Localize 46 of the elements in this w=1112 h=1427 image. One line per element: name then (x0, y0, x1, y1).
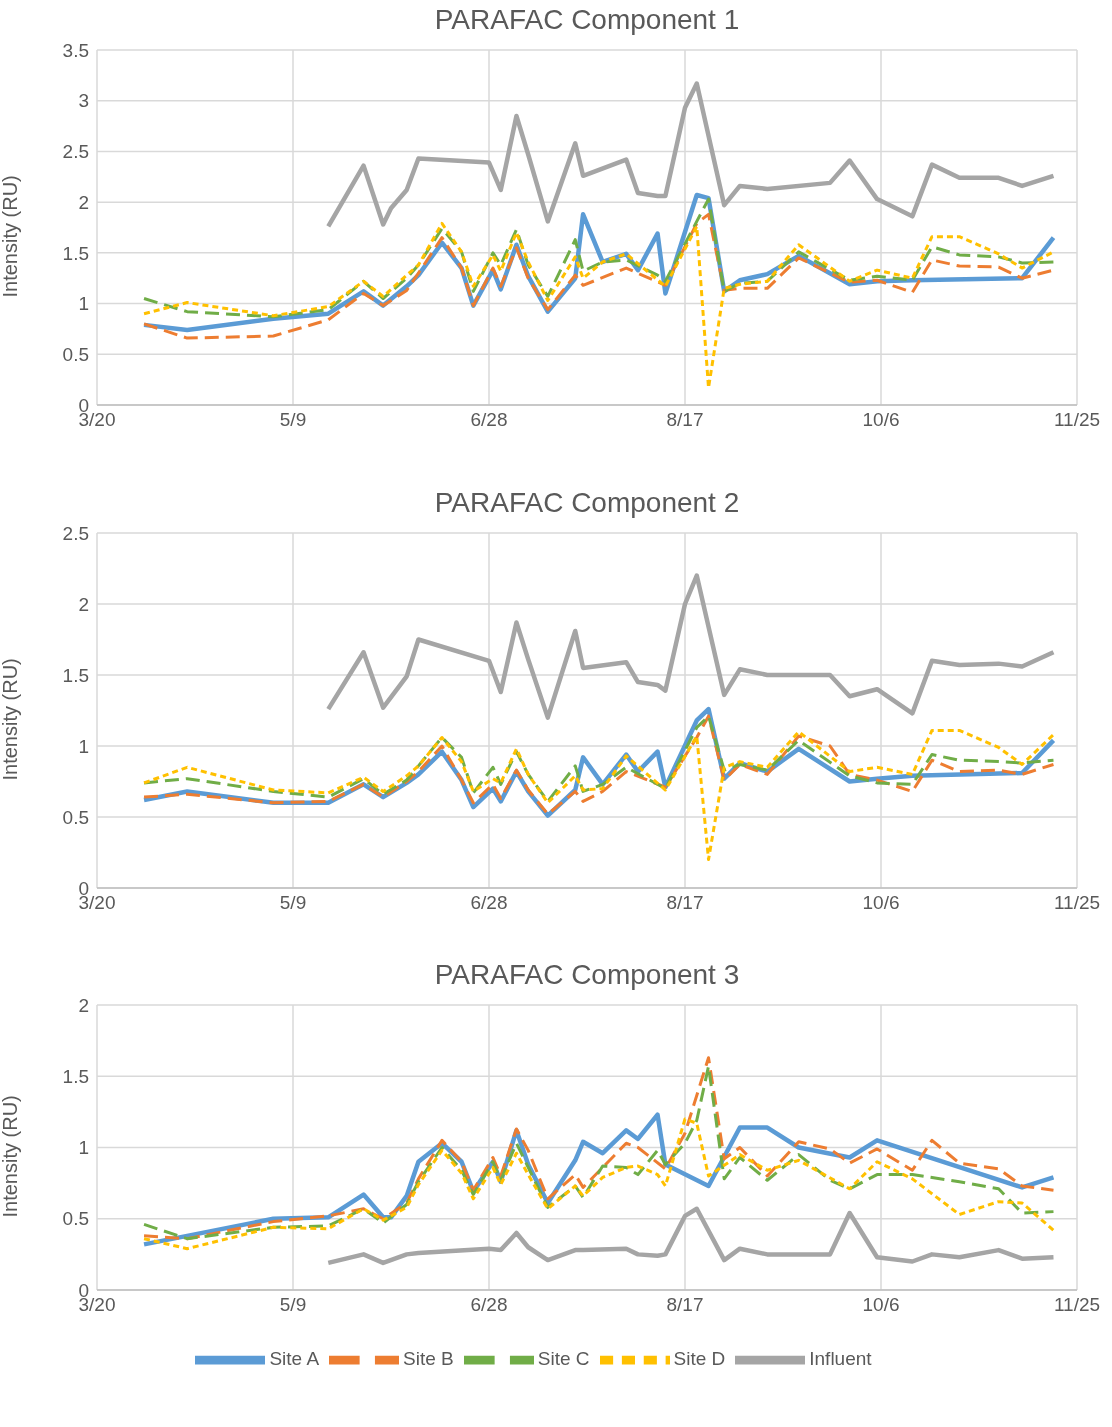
x-tick-label: 11/25 (1053, 892, 1101, 914)
x-tick-label: 5/9 (279, 409, 307, 431)
y-tick-label: 2.5 (62, 522, 89, 544)
y-tick-label: 1 (78, 293, 89, 315)
y-tick-label: 1 (78, 735, 89, 757)
y-tick-label: 1.5 (62, 242, 89, 264)
line-series (326, 81, 1056, 229)
legend-label: Site D (673, 1348, 726, 1370)
legend-label: Site C (537, 1348, 590, 1370)
x-tick-label: 8/17 (666, 1294, 704, 1316)
y-tick-label: 3.5 (62, 39, 89, 61)
x-tick-label: 6/28 (470, 892, 508, 914)
x-tick-label: 6/28 (470, 1294, 508, 1316)
x-tick-label: 8/17 (666, 409, 704, 431)
chart-title: PARAFAC Component 3 (433, 959, 741, 991)
y-axis-title: Intensity (RU) (0, 658, 22, 781)
y-tick-label: 0.5 (62, 1208, 89, 1230)
y-tick-label: 0.5 (62, 344, 89, 366)
y-tick-label: 1 (78, 1137, 89, 1159)
x-tick-label: 6/28 (470, 409, 508, 431)
line-series (326, 573, 1056, 720)
line-series (326, 1206, 1056, 1266)
y-tick-label: 1.5 (62, 664, 89, 686)
y-axis-title: Intensity (RU) (0, 175, 22, 298)
legend-label: Influent (809, 1348, 872, 1370)
chart-title: PARAFAC Component 2 (433, 487, 741, 519)
y-tick-label: 2 (78, 593, 89, 615)
x-tick-label: 8/17 (666, 892, 704, 914)
x-tick-label: 5/9 (279, 892, 307, 914)
x-tick-label: 10/6 (862, 1294, 900, 1316)
legend-label: Site A (269, 1348, 320, 1370)
x-tick-label: 10/6 (862, 892, 900, 914)
y-tick-label: 2 (78, 191, 89, 213)
y-tick-label: 1.5 (62, 1065, 89, 1087)
y-tick-label: 2 (78, 994, 89, 1016)
x-tick-label: 11/25 (1053, 1294, 1101, 1316)
y-tick-label: 2.5 (62, 141, 89, 163)
line-series (142, 728, 1055, 862)
x-tick-label: 5/9 (279, 1294, 307, 1316)
y-tick-label: 3 (78, 90, 89, 112)
x-tick-label: 10/6 (862, 409, 900, 431)
y-axis-title: Intensity (RU) (0, 1095, 22, 1218)
legend-label: Site B (403, 1348, 454, 1370)
x-tick-label: 11/25 (1053, 409, 1101, 431)
chart-title: PARAFAC Component 1 (433, 4, 741, 36)
y-tick-label: 0.5 (62, 806, 89, 828)
